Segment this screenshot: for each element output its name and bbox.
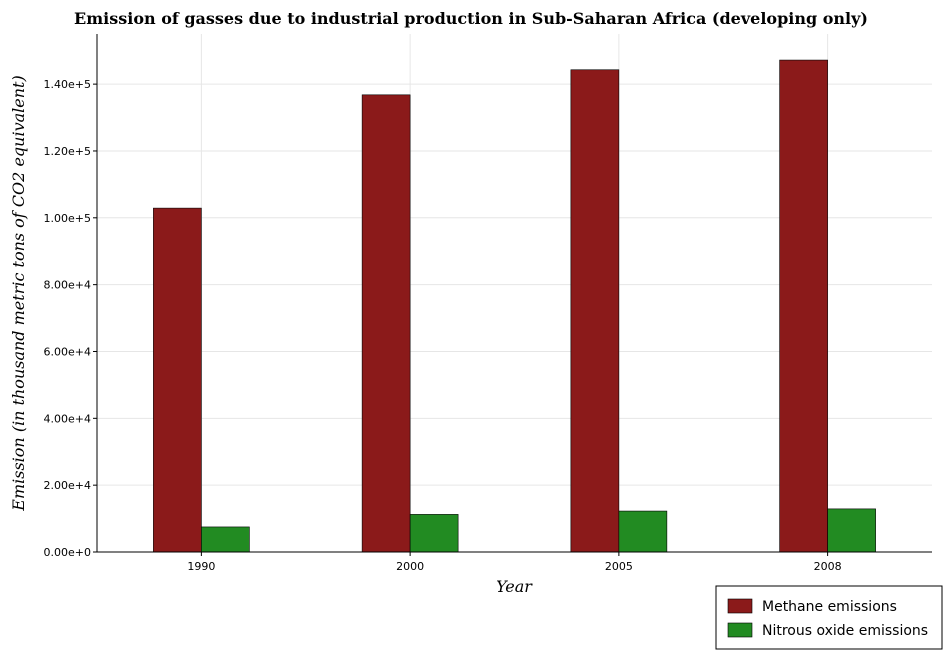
bar-methane-1990 <box>153 207 202 553</box>
x-tick-label: 2008 <box>814 560 842 573</box>
y-tick-label: 1.20e+5 <box>44 145 91 158</box>
bar-nitrous-1990 <box>201 526 250 553</box>
y-tick-label: 0.00e+0 <box>44 546 91 559</box>
legend: Methane emissions Nitrous oxide emission… <box>715 585 943 650</box>
y-tick-label: 4.00e+4 <box>44 412 91 425</box>
y-tick-label: 2.00e+4 <box>44 479 91 492</box>
legend-label-nitrous: Nitrous oxide emissions <box>762 623 928 639</box>
bar-nitrous-2000 <box>409 514 459 553</box>
bar-methane-2005 <box>570 69 620 553</box>
legend-label-methane: Methane emissions <box>762 599 897 615</box>
bars <box>153 59 876 553</box>
bar-methane-2008 <box>779 59 828 553</box>
x-axis-label: Year <box>496 577 533 596</box>
y-tick-label: 6.00e+4 <box>44 345 91 358</box>
y-ticks: 0.00e+0 2.00e+4 4.00e+4 6.00e+4 8.00e+4 1.00e… <box>44 78 97 559</box>
x-tick-label: 1990 <box>187 560 215 573</box>
y-tick-label: 8.00e+4 <box>44 279 91 292</box>
y-tick-label: 1.00e+5 <box>44 212 91 225</box>
x-tick-label: 2000 <box>396 560 424 573</box>
x-ticks: 1990 2000 2005 2008 <box>187 552 842 573</box>
chart-title: Emission of gasses due to industrial pro… <box>74 9 868 28</box>
y-axis-label: Emission (in thousand metric tons of CO2… <box>9 75 28 511</box>
bar-nitrous-2008 <box>827 508 876 553</box>
bar-nitrous-2005 <box>618 510 668 553</box>
bar-methane-2000 <box>361 94 411 553</box>
x-tick-label: 2005 <box>605 560 633 573</box>
legend-box <box>715 585 943 650</box>
y-tick-label: 1.40e+5 <box>44 78 91 91</box>
legend-swatch-methane <box>727 598 753 614</box>
legend-swatch-nitrous <box>727 622 753 638</box>
